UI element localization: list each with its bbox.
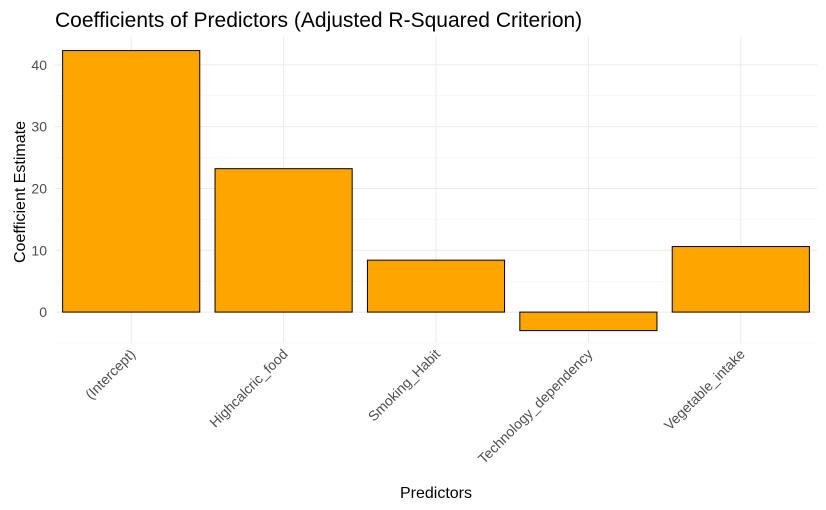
y-tick-label: 0 bbox=[39, 304, 47, 320]
y-axis-ticks: 0 10 20 30 40 bbox=[31, 57, 47, 320]
bar bbox=[671, 246, 810, 313]
bar bbox=[366, 259, 506, 313]
bar bbox=[214, 168, 353, 313]
bars bbox=[62, 50, 810, 332]
y-tick-label: 10 bbox=[31, 242, 47, 258]
y-tick-label: 20 bbox=[31, 180, 47, 196]
y-tick-label: 40 bbox=[31, 57, 47, 73]
bar bbox=[519, 311, 658, 332]
y-tick-label: 30 bbox=[31, 119, 47, 135]
bar bbox=[62, 50, 201, 313]
chart-title: Coefficients of Predictors (Adjusted R-S… bbox=[55, 9, 582, 32]
x-axis-title: Predictors bbox=[400, 485, 472, 502]
y-axis-title: Coefficient Estimate bbox=[12, 121, 29, 263]
